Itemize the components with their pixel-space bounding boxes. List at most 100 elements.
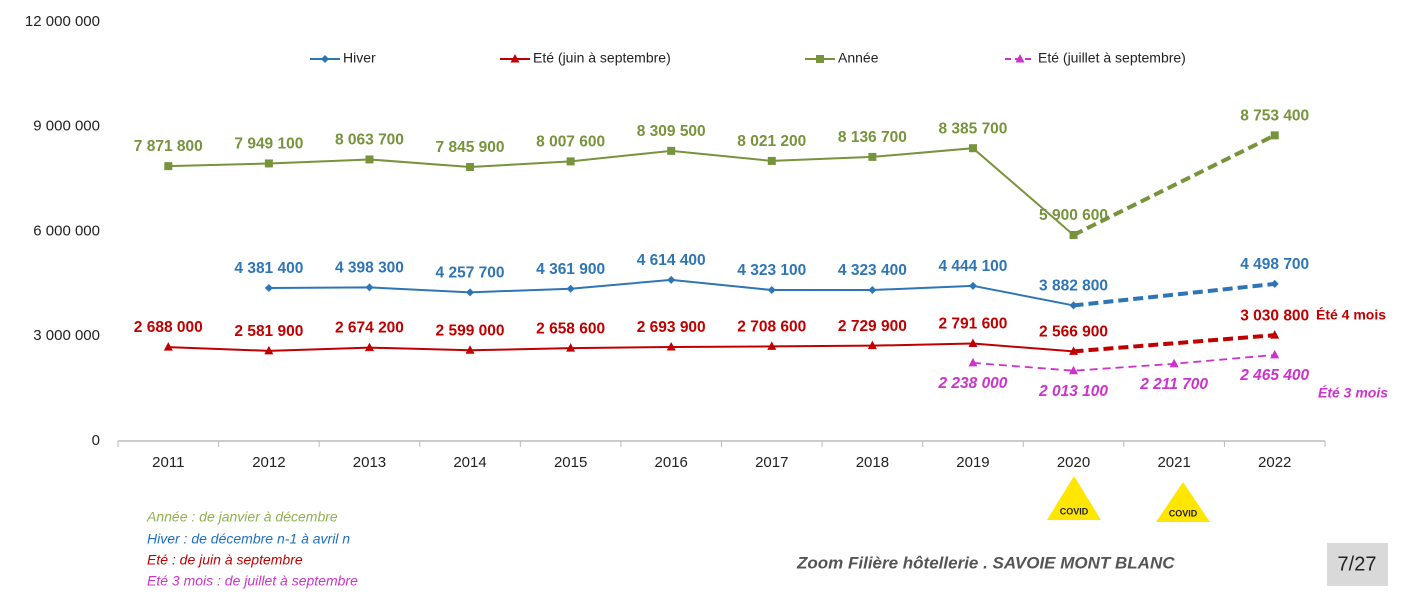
x-tick-label: 2022 (1258, 454, 1291, 471)
marker (1169, 358, 1179, 368)
marker (1015, 54, 1025, 63)
y-tick-label: 12 000 000 (25, 13, 100, 30)
value-label: 4 498 700 (1240, 256, 1309, 273)
note: Eté : de juin à septembre (147, 552, 303, 568)
legend-label: Eté (juillet à septembre) (1038, 50, 1186, 66)
marker (767, 341, 777, 350)
value-label: 2 238 000 (937, 375, 1007, 392)
value-label: 4 323 100 (737, 262, 806, 279)
legend-label: Hiver (343, 50, 376, 66)
value-label: 3 882 800 (1039, 278, 1108, 295)
value-label: 4 381 400 (234, 260, 303, 277)
marker (1270, 330, 1280, 339)
note: Eté 3 mois : de juillet à septembre (147, 573, 358, 589)
page-box (1327, 543, 1388, 586)
x-tick-label: 2019 (956, 454, 989, 471)
note: Année : de janvier à décembre (146, 509, 338, 525)
note: Hiver : de décembre n-1 à avril n (147, 531, 350, 547)
series-line (168, 342, 1074, 353)
marker (264, 159, 273, 168)
annotation: COVID (1060, 506, 1089, 516)
value-label: 7 949 100 (234, 136, 303, 153)
covid-icon (1047, 476, 1101, 520)
gap-bridge (1073, 281, 1275, 308)
legend-label: Eté (juin à septembre) (533, 50, 671, 66)
y-tick-label: 6 000 000 (33, 222, 100, 239)
value-label: 3 030 800 (1240, 307, 1309, 324)
value-label: 4 398 300 (335, 260, 404, 277)
value-label: 7 845 900 (436, 139, 505, 156)
marker (566, 157, 575, 166)
marker (1270, 131, 1279, 140)
marker (767, 286, 776, 295)
marker (666, 341, 676, 351)
marker (968, 144, 977, 153)
annotation: Été 3 mois (1318, 385, 1388, 401)
marker (164, 162, 173, 171)
value-label: 8 021 200 (737, 133, 806, 150)
value-label: 8 136 700 (838, 129, 907, 146)
value-label: 5 900 600 (1039, 207, 1108, 224)
marker (466, 288, 475, 297)
value-label: 2 729 900 (838, 318, 907, 335)
marker (667, 146, 676, 155)
marker (365, 283, 374, 292)
value-label: 8 063 700 (335, 132, 404, 149)
marker (868, 152, 877, 161)
series-line (972, 354, 1275, 372)
marker (566, 343, 576, 352)
marker (1270, 349, 1280, 359)
page-number: 7/27 (1338, 553, 1377, 575)
marker (364, 342, 374, 352)
marker (1069, 301, 1078, 310)
marker (264, 345, 274, 355)
x-tick-label: 2012 (252, 454, 285, 471)
series-line (168, 147, 1075, 236)
marker (1069, 346, 1079, 355)
value-label: 2 599 000 (436, 322, 505, 339)
marker (816, 55, 824, 63)
gap-bridge (1073, 333, 1275, 354)
value-label: 2 465 400 (1239, 367, 1309, 384)
marker (321, 55, 329, 63)
value-label: 2 211 700 (1139, 376, 1208, 393)
marker (365, 155, 374, 164)
y-tick-label: 0 (92, 432, 100, 449)
marker (1069, 365, 1079, 375)
marker (510, 54, 520, 63)
marker (968, 338, 978, 348)
value-label: 7 871 800 (134, 138, 203, 155)
x-tick-label: 2013 (353, 454, 386, 471)
marker (163, 342, 173, 351)
gap-bridge (1072, 133, 1276, 237)
x-tick-label: 2017 (755, 454, 788, 471)
marker (466, 163, 475, 172)
legend-label: Année (838, 50, 879, 66)
marker (968, 357, 978, 367)
y-tick-label: 9 000 000 (33, 118, 100, 135)
marker (667, 275, 676, 284)
y-tick-label: 3 000 000 (33, 327, 100, 344)
footer-title: Zoom Filière hôtellerie . SAVOIE MONT BL… (796, 553, 1175, 572)
x-tick-label: 2014 (453, 454, 486, 471)
value-label: 8 007 600 (536, 133, 605, 150)
value-label: 2 581 900 (234, 323, 303, 340)
x-tick-label: 2018 (856, 454, 889, 471)
value-label: 2 708 600 (737, 319, 806, 336)
value-label: 8 309 500 (637, 123, 706, 140)
value-label: 4 361 900 (536, 261, 605, 278)
x-tick-label: 2020 (1057, 454, 1090, 471)
value-label: 2 688 000 (134, 319, 203, 336)
value-label: 2 658 600 (536, 320, 605, 337)
marker (566, 284, 575, 293)
value-label: 8 385 700 (938, 120, 1007, 137)
marker (968, 281, 977, 290)
annotation: Été 4 mois (1316, 307, 1386, 323)
x-tick-label: 2016 (655, 454, 688, 471)
marker (1069, 230, 1078, 239)
value-label: 4 257 700 (436, 264, 505, 281)
marker (465, 345, 475, 354)
covid-icon (1156, 482, 1210, 522)
marker (867, 340, 877, 350)
